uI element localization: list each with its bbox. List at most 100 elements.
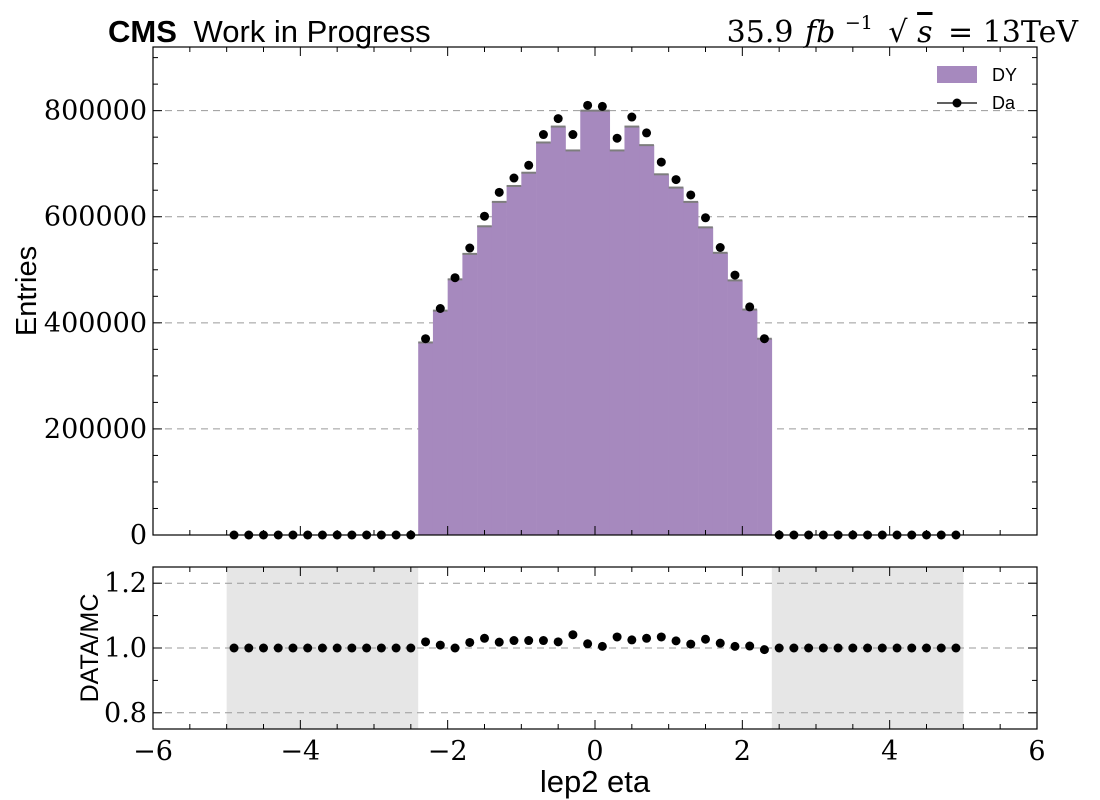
ratio-point xyxy=(450,643,460,653)
ratio-point xyxy=(391,643,401,653)
ratio-point xyxy=(627,635,637,645)
ratio-point xyxy=(671,636,681,646)
ratio-point xyxy=(288,643,298,653)
main-ticks xyxy=(152,47,1038,536)
ratio-point xyxy=(922,643,931,653)
data-point xyxy=(715,243,725,253)
data-point xyxy=(553,114,563,124)
main-y-tick-label: 800000 xyxy=(44,96,147,127)
ratio-y-tick-label: 0.8 xyxy=(104,698,147,729)
data-point xyxy=(435,304,445,314)
data-point xyxy=(494,187,504,197)
x-tick-label: −4 xyxy=(280,736,320,767)
data-point xyxy=(686,190,696,200)
ratio-point xyxy=(612,632,622,642)
main-y-tick-label: 400000 xyxy=(44,308,147,339)
dy-bar xyxy=(506,185,522,535)
ratio-point xyxy=(730,641,740,651)
data-point xyxy=(450,273,460,283)
dy-bar xyxy=(757,338,773,535)
data-point xyxy=(730,270,740,280)
x-tick-label: −2 xyxy=(428,736,468,767)
x-tick-label: 4 xyxy=(881,736,898,767)
data-point xyxy=(627,112,637,122)
dy-bar xyxy=(742,309,758,535)
dy-bar xyxy=(653,174,669,535)
ratio-point xyxy=(892,643,902,653)
data-point xyxy=(597,101,607,111)
ratio-point xyxy=(936,643,946,653)
ratio-point xyxy=(863,643,873,653)
dy-bar xyxy=(536,142,552,535)
dy-bar xyxy=(521,172,537,535)
ratio-point xyxy=(406,643,416,653)
ratio-y-axis-label: DATA/MC xyxy=(76,594,104,703)
dy-bar xyxy=(550,126,566,535)
ratio-plot-panel: 0.8 1.0 1.2 −6 −4 −2 0 2 4 6 DATA/MC lep2 eta xyxy=(76,566,1046,799)
dy-bar xyxy=(595,110,611,536)
ratio-point xyxy=(745,641,755,651)
data-point xyxy=(568,130,578,140)
ratio-point xyxy=(568,630,578,640)
dy-bar xyxy=(477,226,493,535)
ratio-point xyxy=(818,643,828,653)
main-y-tick-label: 600000 xyxy=(44,202,147,233)
dy-bar xyxy=(565,150,581,535)
ratio-point xyxy=(877,643,887,653)
ratio-point xyxy=(789,643,799,653)
dy-bar xyxy=(624,126,640,535)
ratio-point xyxy=(686,639,696,649)
ratio-y-tick-labels: 0.8 1.0 1.2 xyxy=(104,568,147,729)
chart-header: CMS Work in Progress xyxy=(108,14,431,49)
ratio-point xyxy=(701,634,710,644)
energy-label: s xyxy=(917,15,932,50)
data-point xyxy=(480,211,489,221)
data-point xyxy=(671,175,681,185)
ratio-point xyxy=(480,633,489,643)
ratio-point xyxy=(465,637,475,647)
ratio-point xyxy=(421,637,431,647)
ratio-point xyxy=(553,637,563,647)
main-y-axis-label: Entries xyxy=(11,246,43,336)
ratio-point xyxy=(303,643,313,653)
lumi-value: 35.9 xyxy=(727,15,794,50)
ratio-point xyxy=(759,645,769,655)
dy-bar xyxy=(447,279,463,535)
ratio-point xyxy=(848,643,858,653)
energy-value: = 13TeV xyxy=(948,15,1079,50)
status-label: Work in Progress xyxy=(194,14,431,49)
data-point xyxy=(509,173,519,183)
main-grid xyxy=(153,110,1037,430)
ratio-y-tick-label: 1.2 xyxy=(104,568,147,599)
dy-bar xyxy=(432,310,448,535)
lumi-unit: fb xyxy=(803,15,835,50)
data-point xyxy=(612,133,622,143)
x-tick-label: 0 xyxy=(586,736,603,767)
ratio-point xyxy=(538,636,548,646)
dy-histogram xyxy=(418,109,773,536)
ratio-point xyxy=(509,636,519,646)
x-tick-label: −6 xyxy=(133,736,173,767)
ratio-point xyxy=(583,639,593,649)
ratio-point xyxy=(642,633,652,643)
ratio-point xyxy=(273,643,283,653)
dy-bar xyxy=(462,253,478,535)
ratio-point xyxy=(362,643,372,653)
ratio-point xyxy=(317,643,327,653)
dy-bar xyxy=(609,150,625,535)
data-point xyxy=(642,128,652,138)
ratio-point xyxy=(774,643,784,653)
ratio-point xyxy=(951,643,961,653)
ratio-point xyxy=(804,643,814,653)
ratio-point xyxy=(347,643,357,653)
x-tick-label: 2 xyxy=(734,736,751,767)
ratio-point xyxy=(435,640,445,650)
dy-bar xyxy=(683,201,699,535)
ratio-point xyxy=(833,643,843,653)
ratio-point xyxy=(229,643,239,653)
data-point xyxy=(524,160,534,170)
data-point xyxy=(465,243,475,253)
legend-da-marker xyxy=(952,98,962,108)
x-tick-labels: −6 −4 −2 0 2 4 6 xyxy=(133,736,1046,767)
